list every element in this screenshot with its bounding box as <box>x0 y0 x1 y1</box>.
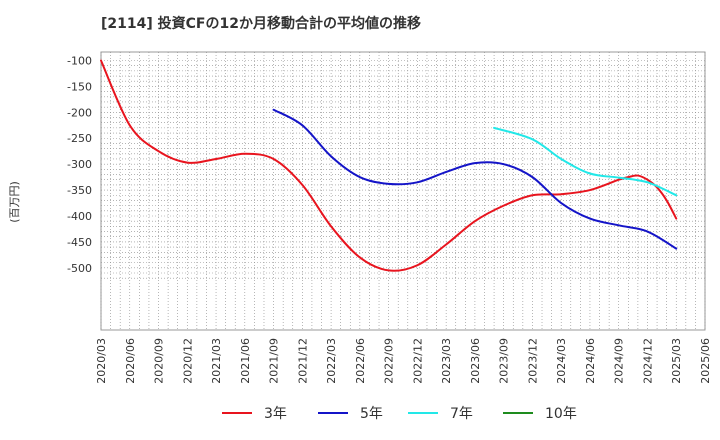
x-tick-label: 2020/06 <box>124 338 137 384</box>
x-tick-label: 2024/12 <box>641 338 654 384</box>
series-line-1 <box>100 59 678 272</box>
series-lines <box>100 59 678 272</box>
x-tick-label: 2020/12 <box>181 338 194 384</box>
x-tick-label: 2020/09 <box>153 338 166 384</box>
legend-label-2: 5年 <box>360 406 383 422</box>
x-tick-label: 2021/06 <box>239 338 252 384</box>
series-line-2 <box>272 108 678 250</box>
x-tick-label: 2024/03 <box>555 338 568 384</box>
chart-title: [2114] 投資CFの12か月移動合計の平均値の推移 <box>101 15 421 32</box>
legend-label-3: 7年 <box>450 406 473 422</box>
x-axis-ticks: 2020/03 2020/06 2020/09 2020/12 2021/03 2021/… <box>95 338 712 384</box>
legend-label-4: 10年 <box>545 406 577 422</box>
x-tick-label: 2023/12 <box>526 338 539 384</box>
x-tick-label: 2022/03 <box>325 338 338 384</box>
x-tick-label: 2024/09 <box>613 338 626 384</box>
y-tick-label: -300 <box>67 158 92 171</box>
x-tick-label: 2024/06 <box>584 338 597 384</box>
y-tick-label: -500 <box>67 262 92 275</box>
y-tick-label: -200 <box>67 106 92 119</box>
y-tick-label: -100 <box>67 55 92 68</box>
x-tick-label: 2020/03 <box>95 338 108 384</box>
y-axis-label: (百万円) <box>8 181 21 223</box>
legend: 3年 5年 7年 10年 <box>222 406 577 422</box>
x-tick-label: 2023/09 <box>498 338 511 384</box>
series-line-3 <box>493 126 678 197</box>
x-tick-label: 2023/06 <box>469 338 482 384</box>
x-tick-label: 2022/09 <box>383 338 396 384</box>
y-tick-label: -350 <box>67 184 92 197</box>
x-tick-label: 2022/06 <box>354 338 367 384</box>
x-tick-label: 2021/12 <box>296 338 309 384</box>
y-axis-ticks: -100 -150 -200 -250 -300 -350 -400 -450 -500 <box>67 55 92 275</box>
x-tick-label: 2022/12 <box>411 338 424 384</box>
x-tick-label: 2021/03 <box>210 338 223 384</box>
x-tick-label: 2023/03 <box>440 338 453 384</box>
x-tick-label: 2025/06 <box>699 338 712 384</box>
grid-lines <box>100 52 706 330</box>
y-tick-label: -450 <box>67 236 92 249</box>
y-tick-label: -400 <box>67 210 92 223</box>
y-tick-label: -250 <box>67 132 92 145</box>
x-tick-label: 2025/03 <box>670 338 683 384</box>
x-tick-label: 2021/09 <box>268 338 281 384</box>
legend-label-1: 3年 <box>264 406 287 422</box>
plot-area <box>100 51 706 331</box>
y-tick-label: -150 <box>67 80 92 93</box>
